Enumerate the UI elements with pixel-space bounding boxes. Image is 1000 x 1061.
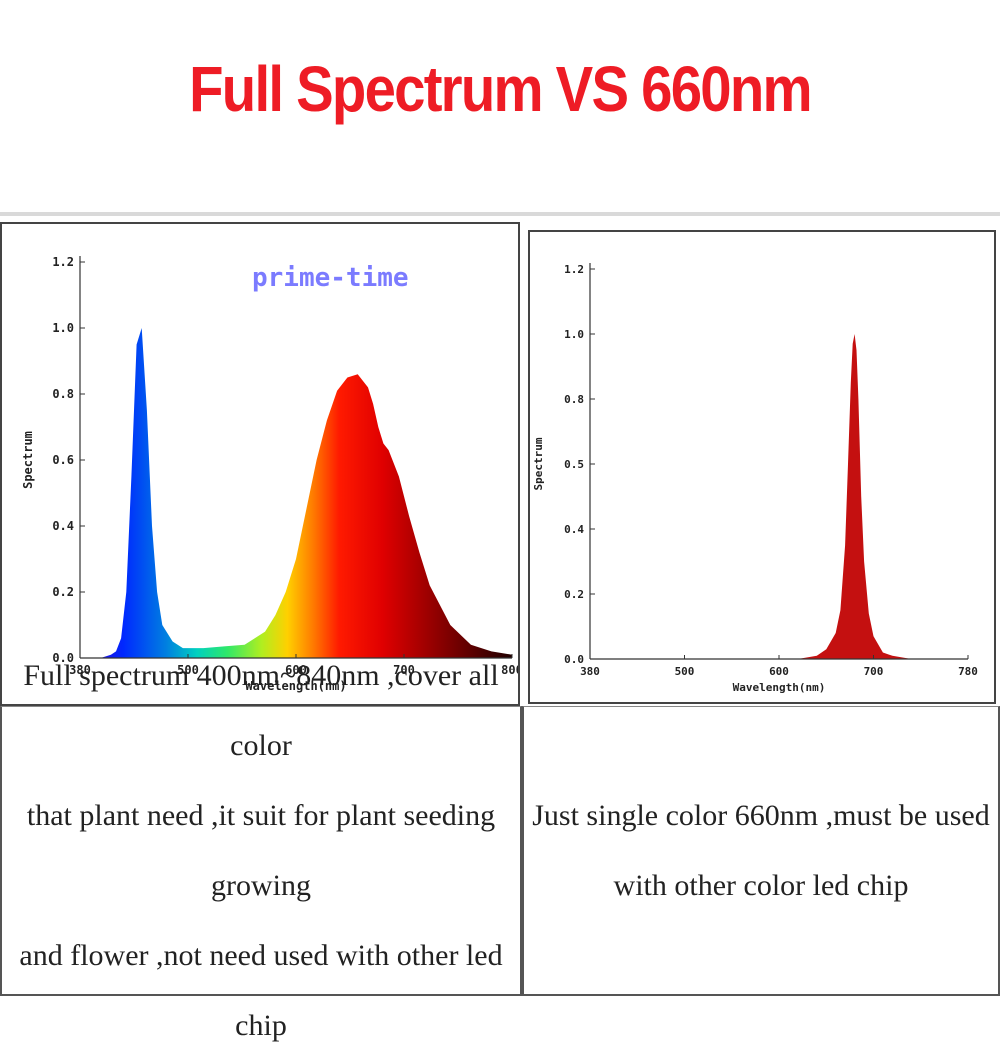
y-tick-label: 1.0: [52, 321, 74, 335]
x-tick-label: 500: [177, 663, 199, 677]
y-tick-label: 0.4: [564, 523, 584, 536]
y-tick-label: 0.6: [52, 453, 74, 467]
title-text: Full Spectrum VS 660nm: [189, 53, 812, 125]
x-tick-label: 800: [501, 663, 518, 677]
y-tick-label: 0.8: [52, 387, 74, 401]
660nm-description: Just single color 660nm ,must be used wi…: [522, 706, 1000, 996]
x-axis-label: Wavelength(nm): [733, 681, 826, 694]
description-line: Full spectrum 400nm~840nm ,cover all col…: [23, 658, 499, 762]
description-line: that plant need ,it suit for plant seedi…: [26, 798, 496, 902]
watermark: prime-time: [252, 263, 409, 293]
y-tick-label: 0.5: [564, 458, 584, 471]
y-axis-label: Spectrum: [21, 431, 35, 489]
x-tick-label: 600: [769, 665, 789, 678]
series-area: [590, 334, 968, 659]
x-tick-label: 700: [864, 665, 884, 678]
x-tick-label: 600: [285, 663, 307, 677]
y-tick-label: 0.0: [564, 653, 584, 666]
description-line: with other color led chip: [613, 868, 909, 902]
y-tick-label: 0.2: [52, 585, 74, 599]
y-tick-label: 0.4: [52, 519, 74, 533]
y-tick-label: 1.0: [564, 328, 584, 341]
y-tick-label: 0.0: [52, 651, 74, 665]
full-spectrum-chart: 0.0 0.2 0.4 0.6 0.8 1.0 1.2 380 500 600 700 800 Wave…: [21, 255, 523, 693]
description-line: and flower ,not need used with other led…: [19, 938, 503, 1042]
x-tick-label: 780: [958, 665, 978, 678]
full-spectrum-chart-panel: 0.0 0.2 0.4 0.6 0.8 1.0 1.2 380 500 600 700 800 Wave…: [0, 222, 523, 706]
660nm-chart-panel: 0.0 0.2 0.4 0.5 0.8 1.0 1.2 380 500 600 700 780 Wave…: [528, 230, 996, 704]
x-axis-label: Wavelength(nm): [245, 679, 346, 693]
series-area: [80, 328, 512, 658]
description-line: Just single color 660nm ,must be used: [532, 798, 990, 832]
y-tick-label: 1.2: [564, 263, 584, 276]
y-tick-label: 1.2: [52, 255, 74, 269]
page-title: Full Spectrum VS 660nm: [60, 52, 940, 126]
660nm-chart: 0.0 0.2 0.4 0.5 0.8 1.0 1.2 380 500 600 700 780 Wave…: [532, 263, 978, 694]
divider: [0, 212, 1000, 216]
full-spectrum-description: Full spectrum 400nm~840nm ,cover all col…: [0, 659, 522, 1042]
y-axis-label: Spectrum: [532, 437, 545, 490]
x-tick-label: 700: [393, 663, 415, 677]
y-tick-label: 0.2: [564, 588, 584, 601]
y-tick-label: 0.8: [564, 393, 584, 406]
x-tick-label: 380: [580, 665, 600, 678]
x-tick-label: 500: [675, 665, 695, 678]
x-tick-label: 380: [69, 663, 91, 677]
